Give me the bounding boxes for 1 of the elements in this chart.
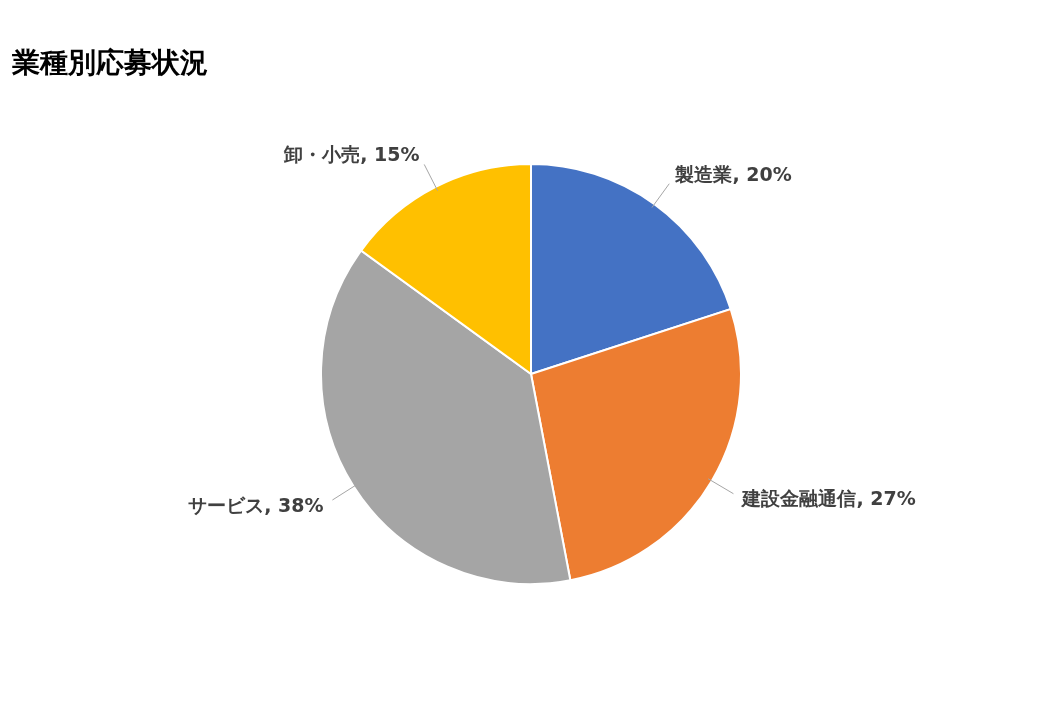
chart-title: 業種別応募状況 bbox=[11, 46, 208, 79]
